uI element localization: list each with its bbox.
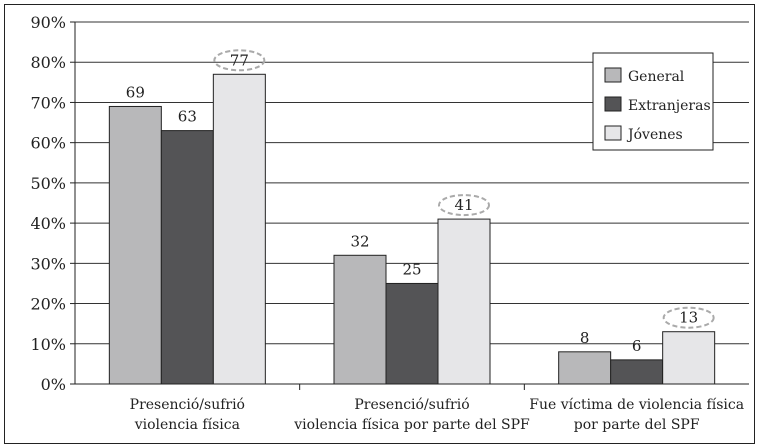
data-label: 63 — [178, 108, 197, 126]
legend-swatch — [604, 125, 622, 141]
y-tick-label: 30% — [30, 254, 66, 273]
y-axis-ticks: 0% 10% 20% 30% 40% 50% 60% 70% 80% 90% — [30, 13, 66, 394]
data-label: 32 — [350, 232, 369, 250]
bar — [160, 130, 214, 385]
data-label: 69 — [126, 83, 145, 101]
data-label: 8 — [580, 329, 590, 347]
bar — [558, 351, 612, 385]
x-tick-label: por parte del SPF — [574, 417, 700, 433]
legend-label: General — [628, 69, 685, 85]
highlight-ellipse — [438, 194, 490, 217]
legend-label: Jóvenes — [626, 127, 683, 143]
bar — [662, 331, 716, 385]
legend-swatch — [604, 67, 622, 83]
bar-chart: 0% 10% 20% 30% 40% 50% 60% 70% 80% 90% 69 63 77 32 25… — [30, 13, 749, 433]
y-tick-label: 10% — [30, 335, 66, 354]
bar — [108, 105, 162, 385]
data-label: 25 — [402, 260, 421, 278]
data-label: 13 — [679, 309, 698, 327]
y-tick-label: 40% — [30, 214, 66, 233]
x-tick-label: Fue víctima de violencia física — [529, 397, 744, 413]
y-tick-label: 0% — [41, 375, 66, 394]
data-label: 77 — [230, 51, 249, 69]
bar — [385, 282, 439, 385]
data-label: 41 — [454, 196, 473, 214]
x-tick-label: Presenció/sufrió — [354, 397, 469, 413]
legend: General Extranjeras Jóvenes — [592, 52, 714, 151]
data-label: 6 — [632, 337, 642, 355]
bars — [108, 73, 716, 385]
y-tick-label: 50% — [30, 174, 66, 193]
y-tick-label: 90% — [30, 13, 66, 32]
x-tick-label: Presenció/sufrió — [130, 397, 245, 413]
x-tick-label: violencia física — [134, 417, 240, 433]
chart-frame: 0% 10% 20% 30% 40% 50% 60% 70% 80% 90% 69 63 77 32 25… — [4, 4, 755, 444]
y-tick-label: 60% — [30, 134, 66, 153]
bar — [212, 73, 266, 385]
highlight-ellipse — [213, 49, 266, 72]
bar — [333, 254, 387, 385]
y-tick-label: 20% — [30, 295, 66, 314]
bar — [437, 218, 491, 385]
y-tick-label: 70% — [30, 93, 66, 112]
data-labels: 69 63 77 32 25 41 8 6 13 — [126, 49, 715, 355]
x-tick-label: violencia física por parte del SPF — [293, 417, 530, 433]
y-tick-label: 80% — [30, 53, 66, 72]
legend-label: Extranjeras — [628, 98, 711, 114]
highlight-ellipse — [662, 306, 715, 329]
legend-swatch — [604, 96, 622, 112]
x-axis-labels: Presenció/sufrió violencia física Presenci… — [130, 397, 744, 433]
bar — [610, 359, 664, 385]
